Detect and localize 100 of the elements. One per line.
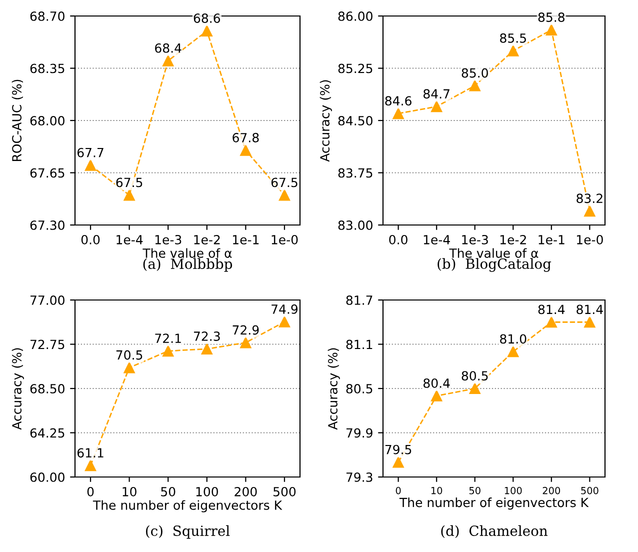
text: (a) Molbbbp	[143, 258, 232, 272]
point	[201, 25, 212, 36]
y-tick-label: 68.00	[30, 116, 64, 126]
point	[124, 362, 135, 374]
x-axis-title: The value of α	[142, 248, 232, 258]
y-tick-label: 79.9	[346, 428, 372, 438]
y-axis-title: Accuracy (%)	[12, 348, 24, 430]
x-axis-title: The number of eigenvectors K	[92, 500, 282, 512]
x-tick-label: 1e-2	[194, 234, 220, 244]
y-tick-label: 84.50	[338, 116, 372, 126]
x-tick-label: 10	[122, 486, 136, 496]
data-label: 85.8	[538, 12, 564, 22]
data-label: 68.4	[155, 43, 182, 53]
x-tick-label: 0.0	[81, 234, 100, 244]
x-tick-label: 1e-1	[538, 235, 564, 244]
y-tick-label: 86.00	[338, 11, 372, 21]
data-label: 72.9	[232, 325, 259, 335]
y-tick-label: 85.25	[338, 64, 372, 74]
point	[431, 101, 442, 112]
y-tick-label: 64.25	[30, 428, 64, 438]
y-tick-label: 83.00	[338, 220, 372, 230]
y-tick-label: 79.3	[346, 472, 372, 482]
y-tick-label: 83.75	[338, 168, 372, 178]
data-label: 67.7	[77, 148, 104, 158]
data-label: 81.4	[538, 304, 565, 314]
data-label: 61.1	[77, 448, 104, 458]
x-tick-label: 1e-4	[424, 235, 450, 244]
x-tick-label: 1e-1	[233, 235, 259, 244]
x-axis-title: The value of α	[449, 248, 538, 258]
point	[84, 160, 96, 171]
x-tick-label: 200	[234, 486, 257, 496]
data-label: 67.5	[271, 178, 298, 188]
x-axis-title: The number of eigenvectors K	[399, 498, 589, 510]
x-tick-label: 100	[196, 486, 218, 496]
data-label: 81.4	[576, 304, 603, 314]
point	[240, 144, 252, 156]
x-tick-label: 0.0	[389, 234, 408, 244]
y-axis-title: Accuracy (%)	[320, 80, 332, 162]
data-label: 80.4	[424, 378, 450, 388]
x-tick-label: 1e-0	[577, 234, 603, 244]
data-label: 74.9	[272, 304, 298, 314]
point	[392, 456, 404, 468]
y-tick-label: 72.75	[30, 340, 64, 350]
point	[584, 316, 596, 328]
x-tick-label: 50	[161, 486, 176, 496]
y-tick-label: 67.30	[30, 220, 64, 230]
point	[508, 346, 519, 358]
point	[278, 316, 290, 328]
point	[201, 343, 212, 354]
y-tick-label: 80.5	[346, 384, 372, 394]
point	[469, 382, 480, 394]
text: (c) Squirrel	[146, 525, 230, 539]
y-tick-label: 68.35	[30, 64, 64, 74]
y-tick-label: 81.7	[346, 295, 372, 305]
point	[278, 190, 290, 201]
y-tick-label: 68.50	[30, 384, 64, 394]
data-label: 83.2	[576, 194, 602, 204]
x-tick-label: 0	[87, 486, 94, 496]
data-label: 80.5	[462, 371, 488, 381]
point	[162, 55, 174, 66]
x-tick-label: 50	[469, 486, 480, 494]
point	[469, 80, 480, 92]
x-tick-label: 10	[431, 486, 442, 494]
data-label: 67.5	[116, 178, 142, 188]
data-label: 72.3	[194, 332, 220, 341]
point	[162, 345, 174, 357]
data-label: 81.0	[500, 334, 526, 344]
data-label: 70.5	[116, 350, 142, 360]
text: (d) Chameleon	[441, 525, 548, 538]
y-axis-title: Accuracy (%)	[328, 348, 340, 430]
y-axis-title: ROC-AUC (%)	[12, 80, 23, 162]
data-label: 84.7	[424, 89, 450, 99]
point	[124, 190, 135, 201]
x-tick-label: 200	[542, 486, 560, 494]
x-tick-label: 500	[581, 486, 598, 494]
x-tick-label: 0	[396, 486, 401, 494]
x-tick-label: 1e-0	[272, 234, 298, 244]
y-tick-label: 77.00	[30, 295, 64, 305]
x-tick-label: 500	[274, 486, 296, 496]
data-label: 72.1	[155, 334, 181, 343]
point	[240, 337, 252, 348]
point	[546, 316, 557, 328]
text: (b) BlogCatalog	[438, 258, 552, 272]
point	[431, 390, 442, 402]
x-tick-label: 1e-3	[462, 234, 488, 244]
y-tick-label: 60.00	[30, 472, 64, 482]
point	[508, 45, 519, 56]
x-tick-label: 1e-3	[155, 234, 182, 244]
data-label: 85.5	[500, 33, 526, 43]
y-tick-label: 81.1	[346, 340, 372, 350]
point	[584, 206, 596, 217]
point	[392, 108, 404, 120]
point	[546, 24, 557, 36]
x-tick-label: 1e-4	[116, 235, 143, 244]
data-label: 85.0	[462, 68, 488, 78]
data-label: 67.8	[232, 132, 259, 142]
point	[84, 460, 96, 472]
data-label: 84.6	[385, 96, 412, 106]
y-tick-label: 68.70	[30, 11, 64, 21]
y-tick-label: 67.65	[30, 168, 64, 178]
